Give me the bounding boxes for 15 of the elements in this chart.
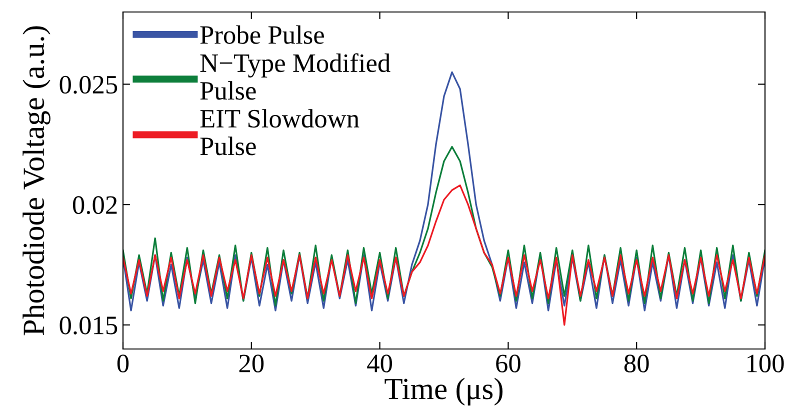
y-axis-title: Photodiode Voltage (a.u.) (22, 26, 50, 336)
x-tick-label: 20 (239, 354, 264, 372)
x-tick-label: 60 (496, 354, 520, 372)
line-series (123, 184, 765, 326)
x-tick-label: 80 (624, 354, 649, 372)
x-tick-label: 100 (748, 354, 784, 372)
y-tick-label: 0.015 (60, 316, 118, 334)
y-tick-label: 0.02 (72, 196, 117, 214)
x-axis-title: Time (μs) (384, 378, 502, 406)
legend-label: Probe Pulse (200, 25, 324, 44)
legend-label: N−Type Modified Pulse (200, 53, 390, 100)
y-tick-label: 0.025 (60, 76, 118, 94)
x-tick-label: 40 (367, 354, 392, 372)
legend-label: EIT Slowdown Pulse (200, 109, 360, 156)
x-tick-label: 0 (117, 354, 129, 372)
